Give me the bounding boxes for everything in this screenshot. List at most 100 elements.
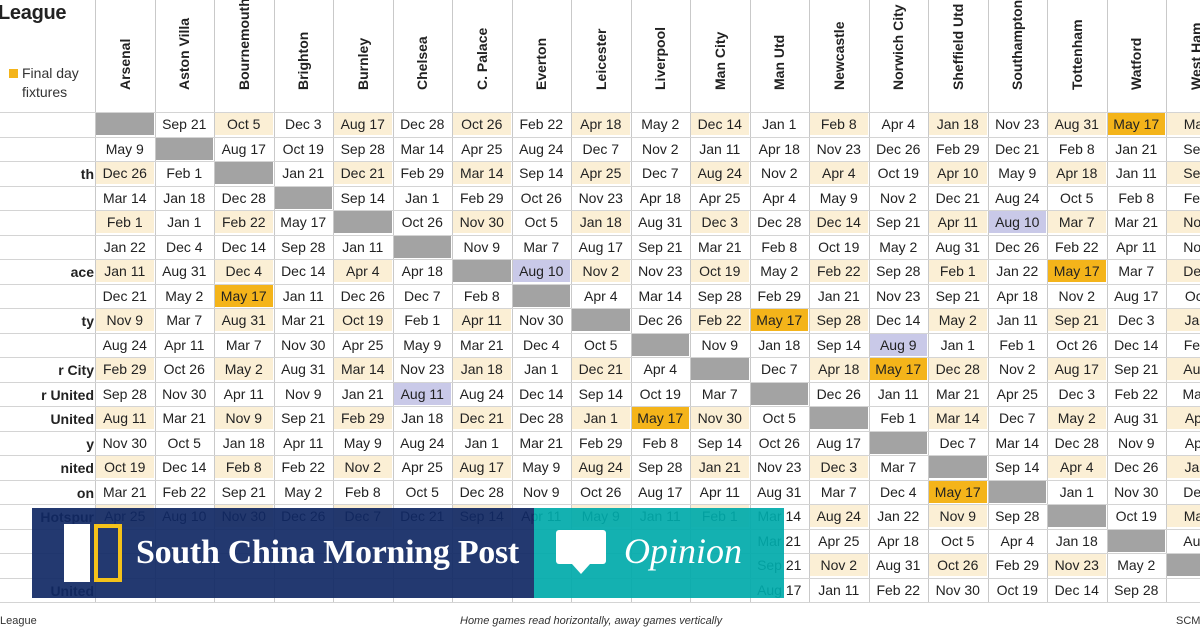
fixture-cell: Feb 29	[459, 189, 504, 206]
fixture-cell: Nov 23	[638, 263, 683, 279]
fixture-cell: Mar 7	[523, 238, 560, 255]
fixture-cell: Feb 8	[642, 434, 679, 451]
fixture-cell: Oct 19	[282, 140, 324, 157]
fixture-cell: Sep 21	[221, 483, 266, 500]
fixture-cell: Apr 4	[762, 189, 796, 206]
scmp-banner[interactable]: South China Morning Post	[32, 508, 534, 598]
fixture-cell: Jan 1	[572, 407, 630, 429]
grid-column-line	[1047, 0, 1048, 602]
fixture-cell: Jan 21	[282, 165, 325, 181]
self-match-cell	[869, 431, 927, 454]
column-header-label: West Ham	[1187, 22, 1200, 90]
fixture-cell: Apr 18	[758, 140, 800, 157]
opinion-banner[interactable]: Opinion	[534, 508, 784, 598]
fixture-cell: Apr 4	[810, 162, 868, 184]
fixture-cell: Mar 21	[935, 385, 980, 402]
row-label: ace	[70, 264, 94, 280]
fixture-cell: May 17	[869, 358, 927, 380]
fixture-cell: Aug 17	[334, 113, 392, 135]
fixture-cell: Aug 24	[459, 385, 504, 402]
fixture-cell: Apr 25	[818, 532, 860, 549]
fixture-cell: Oct 19	[877, 165, 919, 181]
column-header-label: Leicester	[592, 28, 609, 90]
fixture-cell: Dec 14	[1114, 336, 1159, 353]
self-match-cell	[1048, 505, 1106, 527]
fixture-cell: Nov 30	[1114, 483, 1159, 500]
fixture-cell: Dec 28	[929, 358, 987, 380]
fixture-cell: Aug 24	[102, 336, 147, 353]
fixture-cell: Dec 7	[998, 410, 1036, 426]
fixture-cell: Apr 4	[1048, 456, 1106, 478]
fixture-cell: Dec 7	[582, 140, 620, 157]
fixture-cell: Aug 24	[519, 140, 564, 157]
self-match-cell	[1107, 529, 1165, 552]
fixture-cell: Jan 1	[167, 214, 202, 230]
column-header-label: Norwich City	[890, 4, 907, 90]
fixture-cell: Jan 18	[572, 211, 630, 233]
column-header-label: Southampton	[1009, 0, 1026, 90]
self-match-cell	[96, 113, 154, 135]
fixture-cell: Feb 22	[810, 260, 868, 282]
fixture-cell: Feb	[1183, 189, 1200, 206]
fixture-cell: Aug 24	[810, 505, 868, 527]
fixture-cell: Feb 8	[1058, 140, 1095, 157]
fixture-cell: Aug 17	[816, 434, 861, 451]
fixture-cell: Nov 2	[1058, 287, 1096, 304]
fixture-cell: May 9	[819, 189, 858, 206]
fixture-cell: Oct 5	[167, 434, 201, 451]
fixture-cell: Dec 3	[1058, 385, 1096, 402]
fixture-cell: Nov 23	[816, 140, 861, 157]
fixture-cell: Nov 2	[810, 554, 868, 576]
fixture-cell: Nov 2	[641, 140, 679, 157]
fixture-cell: Apr 18	[639, 189, 681, 206]
fixture-cell: Aug 17	[1048, 358, 1106, 380]
fixture-cell: Sep 28	[810, 309, 868, 331]
fixture-cell: Jan 18	[929, 113, 987, 135]
grid-row-line	[0, 161, 1200, 162]
self-match-cell	[1167, 554, 1200, 576]
fixture-cell: Sep 28	[995, 508, 1040, 524]
fixture-cell: Sep 28	[638, 459, 683, 475]
grid-column-line	[95, 0, 96, 602]
self-match-cell	[691, 358, 749, 380]
fixture-cell: Oct 5	[762, 410, 796, 426]
fixture-cell: Jan 21	[1115, 140, 1158, 157]
fixture-cell: Oct 19	[818, 238, 860, 255]
fixture-cell: Oct 5	[524, 214, 558, 230]
fixture-cell: Nov 9	[522, 483, 560, 500]
column-header: Bournemouth	[214, 0, 274, 112]
fixture-cell: Feb 22	[1114, 385, 1159, 402]
grid-row-line	[0, 332, 1200, 334]
fixture-cell: Nov 30	[935, 581, 980, 598]
fixture-cell: Oct 19	[1115, 508, 1157, 524]
fixture-cell: Feb 22	[519, 116, 564, 132]
fixture-cell: Dec 14	[1054, 581, 1099, 598]
fixture-cell: Feb 1	[96, 211, 154, 233]
fixture-cell: Mar 14	[638, 287, 683, 304]
fixture-cell: Nov 30	[102, 434, 147, 451]
row-label: y	[86, 435, 94, 452]
row-label: ty	[81, 313, 94, 329]
fixture-cell: Dec 4	[879, 483, 917, 500]
grid-row-line	[0, 504, 1200, 505]
fixture-cell: Nov 23	[578, 189, 623, 206]
fixture-cell: Dec 3	[284, 116, 322, 132]
fixture-cell: Dec 4	[165, 238, 203, 255]
fixture-cell: Sep 21	[281, 410, 326, 426]
fixture-cell: Dec 21	[334, 162, 392, 184]
fixture-cell: Apr	[1167, 407, 1200, 429]
self-match-cell	[572, 309, 630, 331]
fixture-cell: Mar	[1167, 113, 1200, 135]
fixture-cell: Oct 26	[929, 554, 987, 576]
grid-row-line	[0, 259, 1200, 260]
fixture-cell: Mar 14	[334, 358, 392, 380]
fixture-cell: Apr 4	[1000, 532, 1034, 549]
column-header: Everton	[512, 0, 572, 112]
column-header: C. Palace	[452, 0, 512, 112]
fixture-cell: Jan	[1167, 456, 1200, 478]
fixture-cell: May 2	[215, 358, 273, 380]
fixture-cell: Aug 11	[393, 382, 451, 405]
fixture-cell: Sep 14	[697, 434, 742, 451]
fixture-cell: Sep	[1183, 140, 1200, 157]
fixture-cell: Feb 1	[929, 260, 987, 282]
